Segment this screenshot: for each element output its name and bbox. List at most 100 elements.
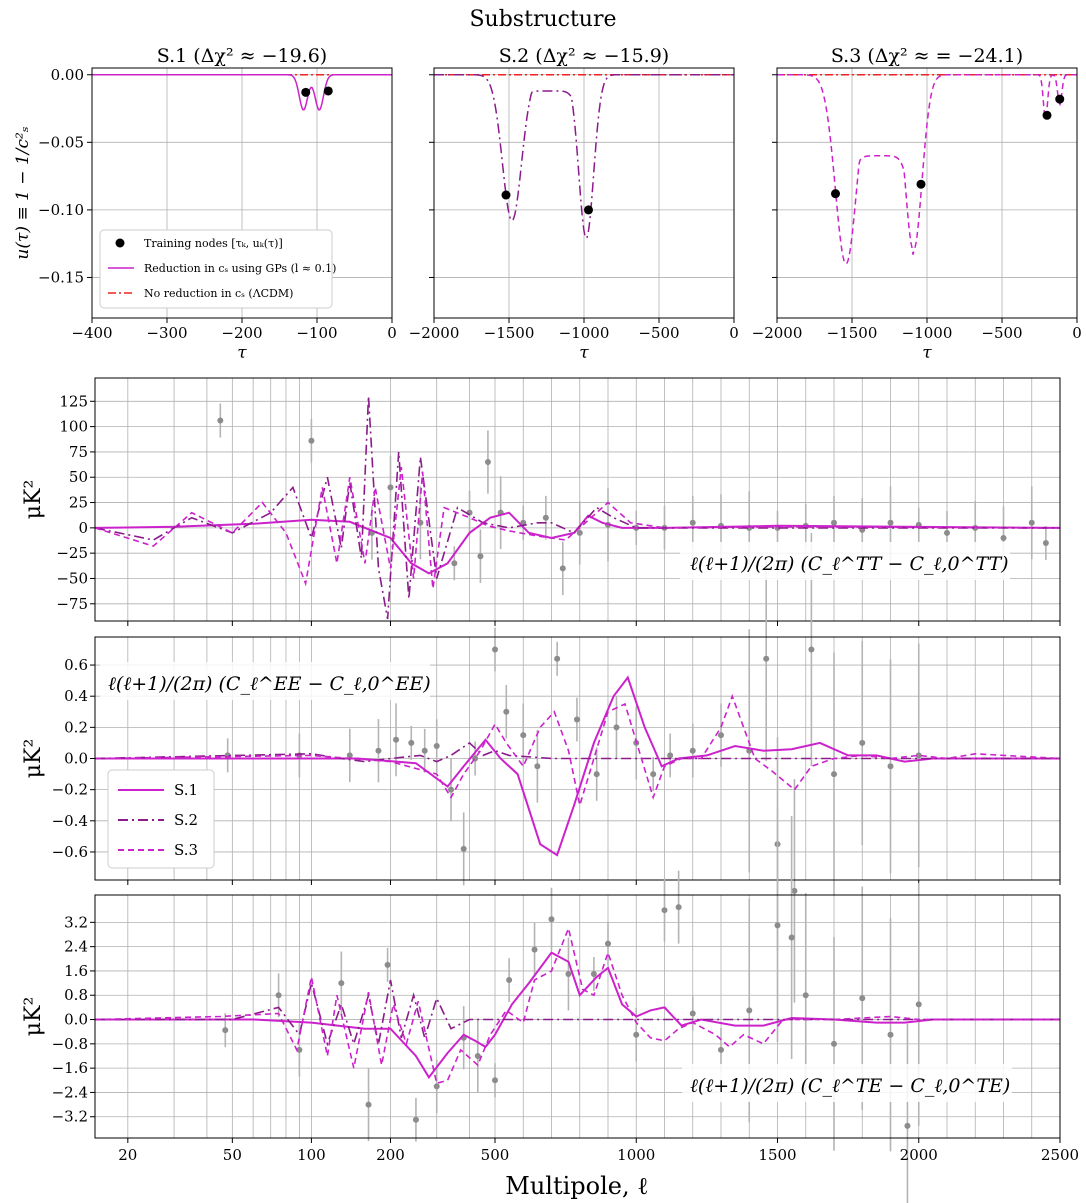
legend-label: S.2 <box>174 811 198 829</box>
training-node <box>831 189 840 199</box>
axes-frame <box>94 636 1061 881</box>
data-point <box>573 716 580 723</box>
data-point <box>718 732 724 739</box>
data-point <box>774 922 781 929</box>
x-tick-label: −2000 <box>409 324 460 342</box>
x-tick-label: −500 <box>638 324 679 342</box>
legend-label: Reduction in cₛ using GPs (l ≈ 0.1) <box>144 262 336 275</box>
y-tick-label: 125 <box>59 392 88 410</box>
y-tick-label: −0.6 <box>52 843 88 861</box>
data-point <box>613 724 620 731</box>
legend-box <box>99 229 333 309</box>
data-point <box>308 437 315 444</box>
axes-frame <box>94 894 1061 1139</box>
y-tick-label: −3.2 <box>52 1108 88 1126</box>
data-point <box>460 845 467 852</box>
x-axis-label: τ <box>922 343 932 363</box>
x-tick-label: −1500 <box>827 324 878 342</box>
x-tick-label: 0 <box>387 324 397 342</box>
y-tick-label: −0.8 <box>52 1035 88 1053</box>
spectrum-panel-TE: 3.2 2.4 1.6 0.8 0.0 −0.8 −1.6 −2.4 −3.2 μK² <box>21 808 1061 1203</box>
data-point <box>667 752 674 759</box>
data-point <box>503 708 510 715</box>
axes-frame <box>94 377 1061 622</box>
panel-title: S.3 (Δχ² ≈ = −24.1) <box>831 45 1023 67</box>
y-tick-label: −2.4 <box>52 1083 88 1101</box>
data-point <box>365 1101 372 1108</box>
y-tick-label: 2.4 <box>64 938 88 956</box>
x-tick-label: 500 <box>481 1146 510 1164</box>
y-tick-label: −75 <box>56 595 88 613</box>
data-point <box>1000 534 1007 541</box>
training-node <box>1055 94 1065 104</box>
reduction-curve <box>434 74 734 240</box>
x-tick-label: 1000 <box>617 1146 655 1164</box>
annotation-box <box>680 542 1010 580</box>
data-point <box>633 1031 640 1038</box>
x-tick-label: 0 <box>1072 324 1082 342</box>
data-point <box>746 1007 753 1014</box>
axes-frame <box>433 67 735 319</box>
y-tick-label: 50 <box>69 468 88 486</box>
y-tick-label: 0.0 <box>64 1011 88 1029</box>
data-point <box>492 1077 498 1084</box>
data-point <box>788 934 795 941</box>
data-point <box>534 763 541 770</box>
spectrum-panel-TT: 125 100 75 50 25 0 −25 −50 −75 μK² <box>21 377 1061 626</box>
data-point <box>689 1010 696 1017</box>
y-tick-label: −0.2 <box>52 781 88 799</box>
data-point <box>808 646 815 653</box>
data-point <box>520 732 527 739</box>
data-point <box>421 747 428 754</box>
data-point <box>548 916 555 923</box>
data-point <box>831 1040 837 1047</box>
data-point <box>576 529 583 536</box>
tau-panel-S1: −400 −300 −200 −100 0 0.00 −0.05 −0.10 −0.15 S.1 … <box>38 45 397 363</box>
data-point <box>605 940 611 947</box>
data-point <box>802 992 809 999</box>
data-point <box>433 1083 440 1090</box>
x-tick-label: 200 <box>376 1146 405 1164</box>
y-tick-label: 0.6 <box>64 656 88 674</box>
legend-label: No reduction in cₛ (ΛCDM) <box>144 287 293 300</box>
training-node <box>323 86 333 96</box>
y-tick-label: −50 <box>56 569 88 587</box>
x-tick-label: −100 <box>296 324 337 342</box>
tau-legend: Training nodes [τₖ, uₖ(τ)] Reduction in c… <box>99 229 336 309</box>
y-tick-label: 0.0 <box>64 750 88 768</box>
x-axis-label: Multipole, ℓ <box>505 1172 648 1200</box>
training-node <box>301 87 311 97</box>
tau-panel-S2: −2000 −1500 −1000 −500 0 S.2 (Δχ² ≈ −15.9) τ <box>409 45 739 363</box>
data-point <box>887 1031 894 1038</box>
y-tick-label: 0.4 <box>64 687 88 705</box>
y-tick-label: 0.00 <box>51 66 84 84</box>
x-tick-label: −1000 <box>902 324 953 342</box>
data-point <box>451 560 458 567</box>
figure-title: Substructure <box>469 7 616 32</box>
data-point <box>506 977 513 984</box>
x-tick-label: 1500 <box>758 1146 796 1164</box>
training-node <box>501 190 511 200</box>
x-tick-label: 0 <box>729 324 739 342</box>
data-point <box>1042 540 1049 547</box>
x-tick-label: −2000 <box>752 324 803 342</box>
x-axis-label: τ <box>237 343 247 363</box>
series-legend: S.1 S.2 S.3 <box>107 769 215 869</box>
y-tick-label: 100 <box>59 418 88 436</box>
data-point <box>531 946 538 953</box>
data-point <box>565 970 572 977</box>
panel-title: S.2 (Δχ² ≈ −15.9) <box>499 45 669 67</box>
y-tick-label: −0.4 <box>52 812 88 830</box>
data-point <box>915 752 922 759</box>
data-point <box>1028 519 1035 526</box>
data-point <box>675 904 682 911</box>
data-point <box>477 553 484 560</box>
data-point <box>387 484 394 491</box>
x-tick-label: 2000 <box>900 1146 938 1164</box>
axes-frame <box>776 67 1078 319</box>
data-point <box>661 907 668 914</box>
x-tick-label: −1500 <box>484 324 535 342</box>
reduction-curve <box>777 74 1077 265</box>
x-tick-label: −1000 <box>559 324 610 342</box>
